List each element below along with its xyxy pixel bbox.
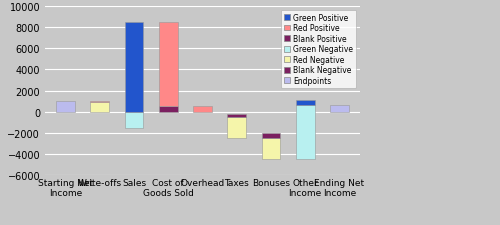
Legend: Green Positive, Red Positive, Blank Positive, Green Negative, Red Negative, Blan: Green Positive, Red Positive, Blank Posi…: [281, 11, 356, 88]
Bar: [56, 102, 75, 112]
Bar: [90, 103, 109, 112]
Bar: [124, 112, 144, 128]
Bar: [228, 115, 246, 117]
Bar: [296, 101, 314, 106]
Bar: [262, 133, 280, 139]
Bar: [124, 22, 144, 112]
Bar: [159, 107, 178, 112]
Bar: [228, 117, 246, 139]
Bar: [296, 106, 314, 160]
Bar: [159, 22, 178, 107]
Bar: [262, 139, 280, 160]
Bar: [90, 101, 109, 103]
Bar: [193, 107, 212, 112]
Bar: [330, 106, 349, 112]
